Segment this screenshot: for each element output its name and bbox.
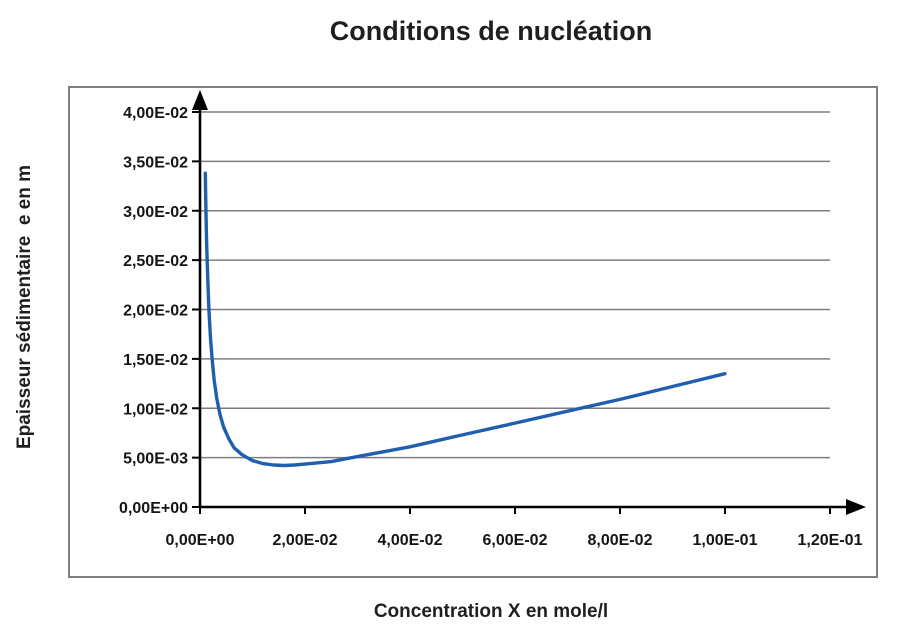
y-tick-label: 1,00E-02: [123, 401, 188, 418]
x-axis-title: Concentration X en mole/l: [373, 601, 609, 622]
y-tick-label: 0,00E+00: [119, 500, 188, 517]
x-tick-label: 1,20E-01: [798, 532, 863, 549]
x-tick-label: 8,00E-02: [588, 532, 653, 549]
x-axis-arrowhead-icon: [846, 499, 866, 515]
y-tick-label: 5,00E-03: [123, 451, 188, 468]
y-tick-label: 2,50E-02: [123, 253, 188, 270]
y-tick-label: 2,00E-02: [123, 303, 188, 320]
y-tick-label: 1,50E-02: [123, 352, 188, 369]
chart-frame: 0,00E+00 5,00E-03 1,00E-02 1,50E-02 2,00E-02…: [68, 86, 878, 578]
x-tick-label: 4,00E-02: [378, 532, 443, 549]
y-axis-arrowhead-icon: [192, 90, 208, 110]
x-tick-label: 6,00E-02: [483, 532, 548, 549]
x-tick-label: 0,00E+00: [166, 532, 235, 549]
x-tick-label: 2,00E-02: [273, 532, 338, 549]
y-tick-label: 4,00E-02: [123, 105, 188, 122]
y-axis-title: Epaisseur sédimentaire e en m: [14, 164, 35, 450]
data-series-line: [203, 171, 727, 468]
plot-svg: 0,00E+00 5,00E-03 1,00E-02 1,50E-02 2,00E-02…: [119, 90, 866, 549]
y-tick-label: 3,00E-02: [123, 204, 188, 221]
chart-title: Conditions de nucléation: [329, 16, 653, 46]
y-tick-label: 3,50E-02: [123, 154, 188, 171]
x-tick-label: 1,00E-01: [693, 532, 758, 549]
